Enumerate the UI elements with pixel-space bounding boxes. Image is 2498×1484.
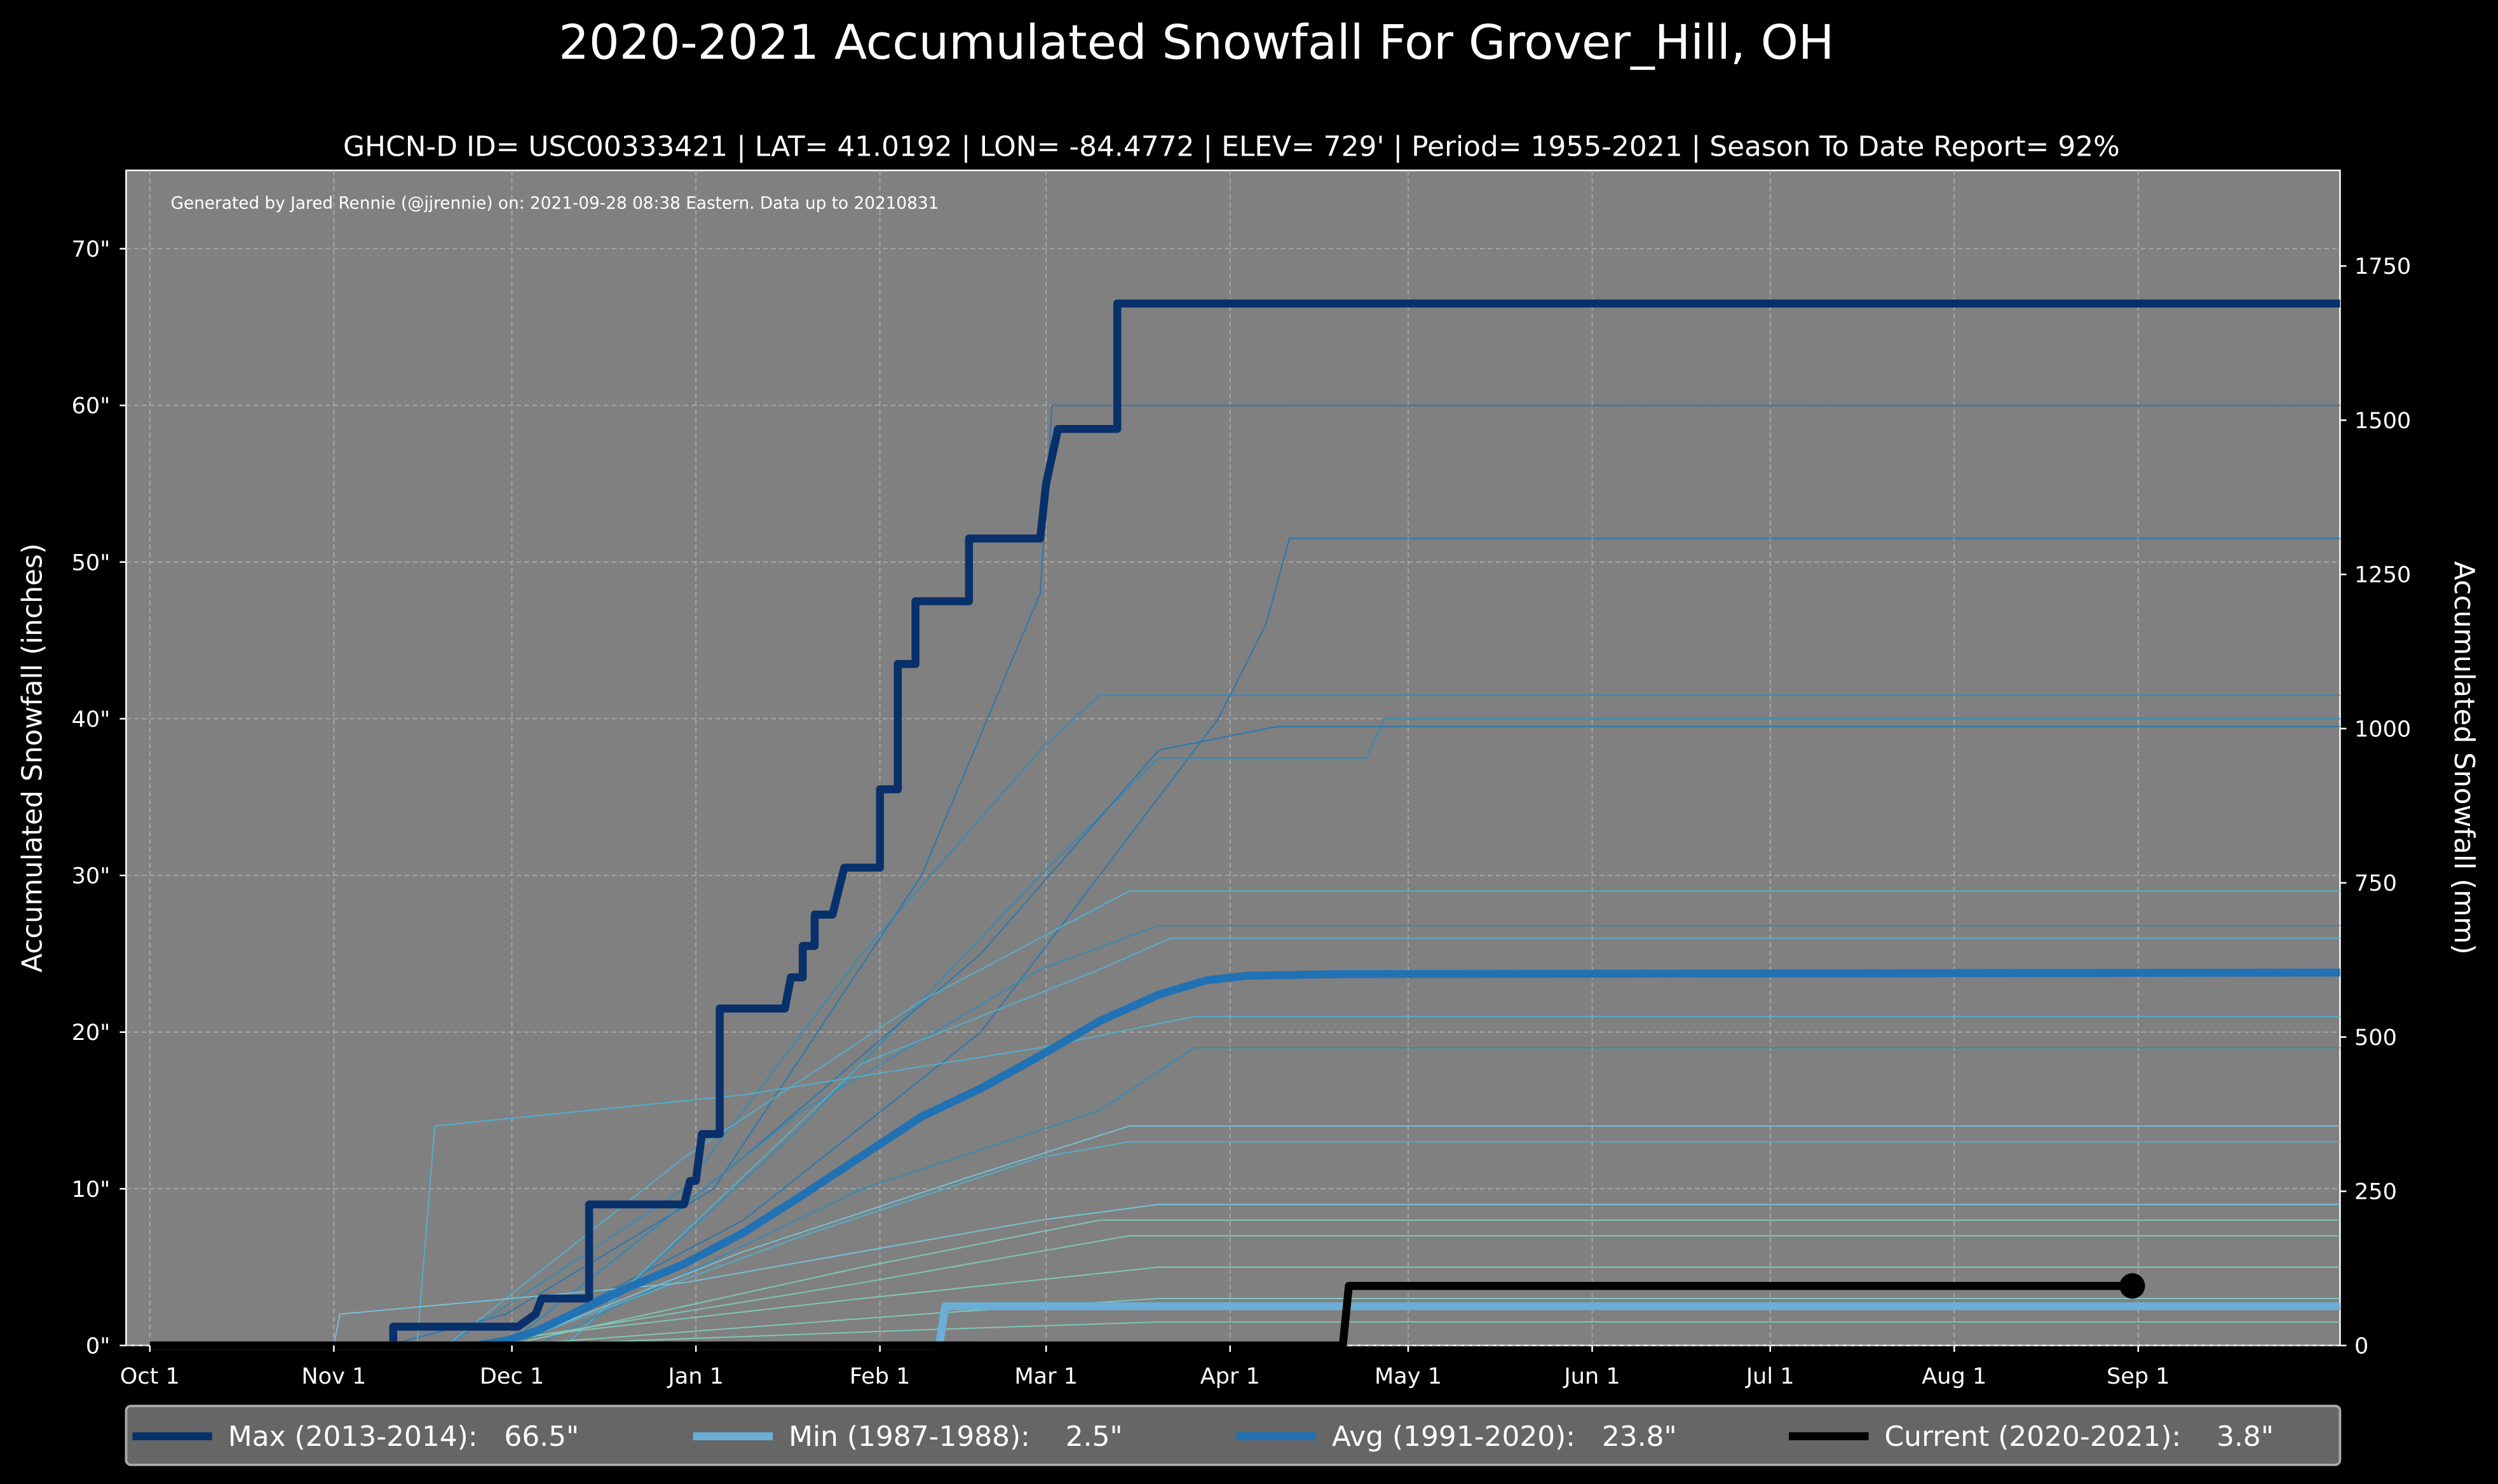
series-line-current: [149, 1281, 2133, 1350]
y-tick-label: 50": [72, 550, 111, 576]
x-tick-label: Jan 1: [667, 1363, 724, 1389]
current-end-marker: [2119, 1273, 2145, 1299]
historical-season-line: [149, 405, 2340, 1346]
x-tick-label: Jun 1: [1563, 1363, 1620, 1389]
x-tick-label: May 1: [1375, 1363, 1442, 1389]
y-right-tick-label: 250: [2354, 1179, 2397, 1205]
x-tick-label: Apr 1: [1200, 1363, 1260, 1389]
x-tick-label: Mar 1: [1014, 1363, 1078, 1389]
y-axis-label: Accumulated Snowfall (inches): [17, 543, 49, 973]
y-right-tick-label: 1750: [2354, 253, 2411, 280]
series-line-max: [149, 299, 2340, 1350]
x-tick-label: Feb 1: [850, 1363, 911, 1389]
y-right-tick-label: 1000: [2354, 716, 2411, 742]
y-right-tick-label: 0: [2354, 1333, 2368, 1359]
legend-label: Avg (1991-2020): 23.8": [1332, 1420, 1677, 1453]
y-right-tick-label: 750: [2354, 870, 2397, 896]
x-tick-label: Oct 1: [120, 1363, 180, 1389]
y-tick-label: 20": [72, 1020, 111, 1046]
x-tick-label: Sep 1: [2107, 1363, 2170, 1389]
chart-title: 2020-2021 Accumulated Snowfall For Grove…: [559, 15, 1834, 71]
legend-box: [125, 1405, 2342, 1466]
x-tick-label: Dec 1: [480, 1363, 544, 1389]
y-tick-label: 60": [72, 393, 111, 419]
y-axis-label-right: Accumulated Snowfall (mm): [2448, 561, 2480, 954]
series-line-avg: [149, 968, 2340, 1350]
y-axis-right: 0 250 500 750 1000 1250 1500 1750: [2340, 253, 2411, 1359]
y-tick-label: 0": [86, 1333, 110, 1359]
y-tick-label: 70": [72, 236, 111, 262]
x-tick-label: Nov 1: [301, 1363, 366, 1389]
legend: Max (2013-2014): 66.5" Min (1987-1988): 2…: [132, 1420, 2274, 1453]
y-right-tick-label: 1250: [2354, 562, 2411, 588]
legend-label: Current (2020-2021): 3.8": [1885, 1420, 2274, 1453]
y-tick-label: 10": [72, 1177, 111, 1203]
chart-annotation: Generated by Jared Rennie (@jjrennie) on…: [171, 194, 939, 213]
legend-label: Max (2013-2014): 66.5": [228, 1420, 579, 1453]
y-right-tick-label: 500: [2354, 1025, 2397, 1051]
x-tick-label: Aug 1: [1922, 1363, 1986, 1389]
chart-subtitle: GHCN-D ID= USC00333421 | LAT= 41.0192 | …: [343, 131, 2120, 163]
y-tick-label: 30": [72, 863, 111, 889]
series-lines: [149, 299, 2340, 1350]
legend-label: Min (1987-1988): 2.5": [789, 1420, 1123, 1453]
y-axis-left: 0" 10" 20" 30" 40" 50" 60" 70": [72, 236, 126, 1359]
x-tick-label: Jul 1: [1745, 1363, 1795, 1389]
y-right-tick-label: 1500: [2354, 408, 2411, 434]
x-axis: Oct 1 Nov 1 Dec 1 Jan 1 Feb 1 Mar 1 Apr 1 May 1…: [120, 1345, 2170, 1389]
y-tick-label: 40": [72, 706, 111, 732]
